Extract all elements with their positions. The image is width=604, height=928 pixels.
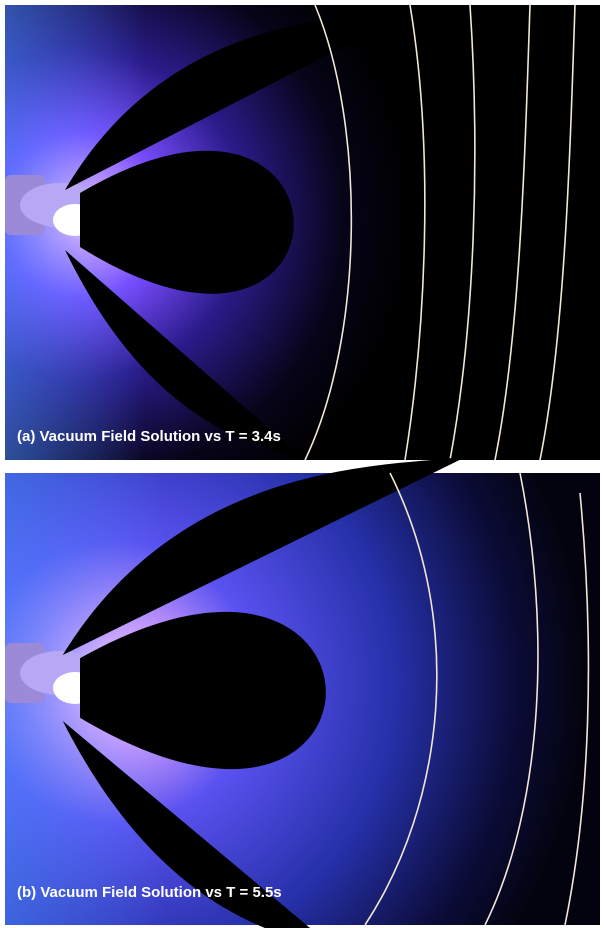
caption: (a) Vacuum Field Solution vs T = 3.4s	[17, 428, 281, 445]
figure: (a) Vacuum Field Solution vs T = 3.4s (b…	[0, 0, 604, 928]
panel-a: (a) Vacuum Field Solution vs T = 3.4s	[5, 5, 600, 460]
caption: (b) Vacuum Field Solution vs T = 5.5s	[17, 884, 282, 901]
page: {"panels": [ {"caption": "(a) Vacuum Fie…	[0, 0, 604, 928]
panel-b: (b) Vacuum Field Solution vs T = 5.5s	[5, 452, 600, 928]
